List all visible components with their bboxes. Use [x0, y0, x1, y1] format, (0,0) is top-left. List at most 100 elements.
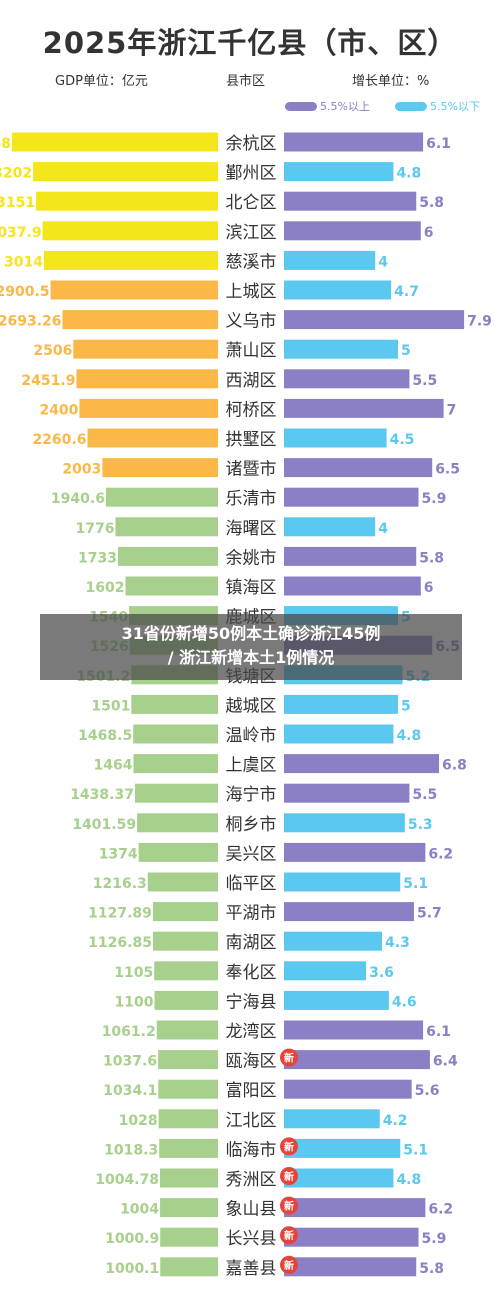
growth-bar [284, 694, 398, 714]
county-name-label: 临平区 [226, 874, 277, 894]
gdp-value-label: 2693.26 [0, 314, 62, 330]
growth-value-label: 5.9 [422, 491, 447, 507]
growth-bar [284, 1020, 424, 1040]
gdp-bar [147, 872, 218, 892]
gdp-value-label: 1000.9 [105, 1231, 159, 1247]
county-name-label: 柯桥区 [226, 400, 277, 420]
county-name-label: 龙湾区 [226, 1022, 277, 1042]
growth-bar [284, 1109, 380, 1129]
gdp-bar [117, 546, 218, 566]
growth-value-label: 5.9 [422, 1231, 447, 1247]
gdp-bar [160, 1227, 218, 1247]
gdp-bar [137, 813, 218, 833]
growth-value-label: 7 [447, 402, 457, 418]
chart-title: 2025年浙江千亿县（市、区） [42, 26, 458, 60]
gdp-value-label: 1105 [114, 965, 153, 981]
legend-swatch-low [395, 101, 427, 111]
county-name-label: 越城区 [226, 696, 277, 716]
gdp-bar [76, 369, 218, 389]
growth-value-label: 4.2 [383, 1113, 408, 1129]
new-badge-label: 新 [284, 1140, 294, 1153]
legend-item-high: 5.5%以上 [285, 98, 370, 114]
gdp-value-label: 1216.3 [93, 876, 147, 892]
gdp-value-label: 2451.9 [21, 373, 75, 389]
growth-bar [284, 872, 401, 892]
gdp-value-label: 1018.3 [104, 1142, 158, 1158]
overlay-line-1: 31省份新增50例本土确诊浙江45例 [121, 624, 381, 643]
county-name-label: 象山县 [226, 1200, 277, 1220]
growth-bar [284, 1257, 417, 1277]
growth-bar [284, 428, 387, 448]
gdp-bar [160, 1257, 218, 1277]
growth-bar [284, 1079, 412, 1099]
growth-bar [284, 191, 417, 211]
gdp-value-label: 1127.89 [88, 906, 152, 922]
growth-value-label: 5.1 [403, 1142, 428, 1158]
legend-label-high: 5.5%以上 [320, 100, 370, 113]
new-badge-icon [280, 1226, 298, 1245]
gdp-bar [42, 221, 219, 241]
growth-value-label: 4.8 [396, 728, 421, 744]
county-name-label: 义乌市 [226, 312, 277, 332]
gdp-value-label: 2900.5 [0, 284, 50, 300]
growth-value-label: 5.7 [417, 906, 442, 922]
new-badge-icon [280, 1048, 298, 1067]
county-name-label: 乐清市 [226, 489, 277, 509]
gdp-bar [12, 132, 218, 152]
growth-value-label: 6.5 [435, 462, 460, 478]
growth-value-label: 3.6 [369, 965, 394, 981]
growth-bar [284, 250, 376, 270]
growth-value-label: 6.2 [428, 1202, 453, 1218]
legend-swatch-high [285, 101, 317, 111]
gdp-value-label: 1468.5 [78, 728, 132, 744]
growth-bar [284, 132, 424, 152]
county-name-label: 余杭区 [226, 134, 277, 154]
growth-bar [284, 1138, 401, 1158]
growth-value-label: 4.3 [385, 935, 410, 951]
growth-value-label: 5 [401, 343, 411, 359]
growth-value-label: 6.1 [426, 1024, 451, 1040]
gdp-value-label: 1004.78 [95, 1172, 159, 1188]
county-name-label: 海曙区 [226, 519, 277, 539]
county-name-label: 秀洲区 [226, 1170, 277, 1190]
growth-bar [284, 310, 465, 330]
gdp-value-label: 3037.9 [0, 225, 42, 241]
growth-bar [284, 902, 414, 922]
county-name-label: 北仑区 [226, 193, 277, 213]
gdp-value-label: 1501 [91, 698, 130, 714]
gdp-value-label: 1940.6 [51, 491, 105, 507]
gdp-unit-label: GDP单位：亿元 [55, 74, 148, 89]
county-name-label: 余姚市 [226, 548, 277, 568]
gdp-value-label: 1438.37 [70, 787, 134, 803]
county-name-label: 南湖区 [226, 933, 277, 953]
growth-bar [284, 754, 440, 774]
growth-value-label: 5.8 [419, 550, 444, 566]
gdp-bar [62, 310, 219, 330]
growth-unit-label: 增长单位：% [352, 74, 430, 89]
gdp-value-label: 3151 [0, 195, 35, 211]
gdp-value-label: 1464 [94, 758, 133, 774]
gdp-value-label: 1061.2 [102, 1024, 156, 1040]
county-label: 县市区 [226, 74, 266, 89]
growth-value-label: 4.7 [394, 284, 419, 300]
county-name-label: 滨江区 [226, 223, 277, 243]
legend-label-low: 5.5%以下 [430, 100, 480, 113]
new-badge-icon [280, 1255, 298, 1274]
growth-bar [284, 724, 394, 744]
growth-value-label: 4 [378, 521, 388, 537]
gdp-bar [133, 754, 218, 774]
news-overlay: 31省份新增50例本土确诊浙江45例 / 浙江新增本土1例情况 [40, 614, 462, 680]
new-badge-icon [280, 1196, 298, 1215]
gdp-value-label: 3014 [4, 254, 43, 270]
gdp-value-label: 1028 [119, 1113, 158, 1129]
gdp-value-label: 1037.6 [103, 1054, 157, 1070]
new-badge-icon [280, 1167, 298, 1185]
gdp-value-label: 3202 [0, 166, 32, 182]
growth-value-label: 5.3 [408, 817, 433, 833]
gdp-bar [134, 783, 218, 803]
county-name-label: 奉化区 [226, 963, 277, 983]
growth-value-label: 6.4 [433, 1054, 458, 1070]
county-name-label: 瓯海区 [226, 1052, 277, 1072]
county-name-label: 桐乡市 [226, 815, 277, 835]
gdp-bar [133, 724, 218, 744]
